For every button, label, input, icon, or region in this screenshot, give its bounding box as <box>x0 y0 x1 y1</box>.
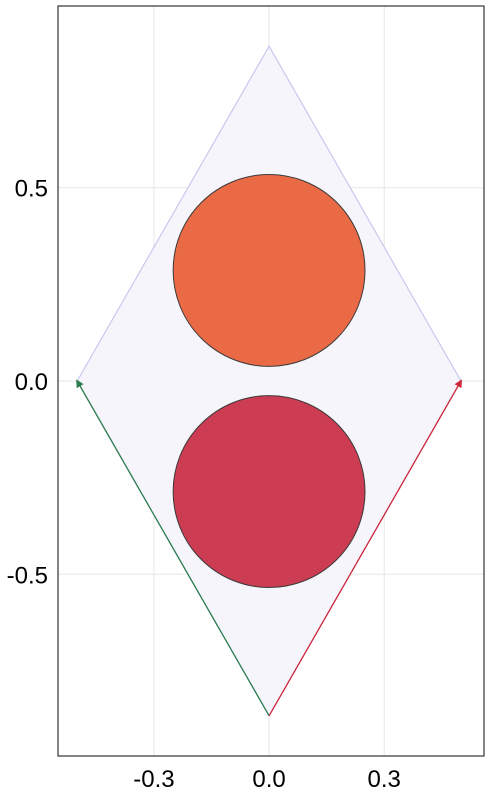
circle-lower <box>172 395 366 589</box>
rhombus <box>76 44 462 718</box>
vector-red <box>268 379 462 717</box>
y-tick-label-1: 0.0 <box>15 369 48 396</box>
x-tick-label-2: 0.3 <box>368 766 401 793</box>
x-tick-label-1: 0.0 <box>252 766 285 793</box>
plot-frame <box>57 5 485 757</box>
y-tick-label-2: -0.5 <box>7 562 48 589</box>
plot-shapes <box>76 44 462 718</box>
vector-green <box>76 379 270 717</box>
x-tick-label-0: -0.3 <box>133 766 174 793</box>
circle-upper <box>172 173 366 367</box>
tick-labels: -0.3 0.0 0.3 0.5 0.0 -0.5 <box>7 176 401 793</box>
y-tick-label-0: 0.5 <box>15 176 48 203</box>
